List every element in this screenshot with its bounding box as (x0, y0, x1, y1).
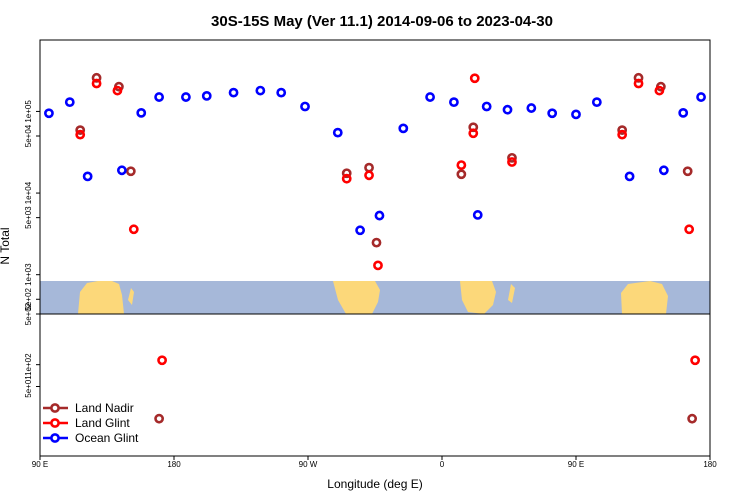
ocean-glint-point (116, 165, 127, 176)
land-africa (78, 281, 124, 314)
x-tick-label: 180 (167, 460, 181, 469)
land-madagascar-2 (508, 284, 515, 303)
land-nadir-point (341, 168, 352, 179)
ocean-glint-point (481, 101, 492, 112)
ocean-glint-point (425, 92, 435, 102)
land-glint-point (128, 224, 139, 235)
land-glint-point (112, 85, 123, 96)
ocean-glint-point (472, 210, 483, 220)
ocean-glint-point (591, 97, 602, 108)
land-madagascar (128, 288, 134, 305)
ocean-glint-point (181, 92, 191, 102)
y-tick-label: 5e+04 (24, 124, 33, 147)
land-nadir-point (125, 166, 136, 177)
y-tick-label: 1e+05 (24, 100, 33, 123)
land-glint-point (507, 157, 517, 167)
land-glint-point (633, 78, 644, 89)
land-glint-point (617, 129, 628, 140)
land-glint-point (469, 73, 480, 84)
axes: 90 E 180 90 W 0 90 E 1805e+021e+035e+031e+045… (24, 100, 717, 469)
ocean-glint-point (136, 107, 147, 118)
ocean-glint-point (678, 107, 689, 118)
data-points (44, 72, 706, 424)
land-glint-point (75, 129, 86, 140)
land-nadir-point (682, 166, 693, 177)
land-glint-point (341, 173, 352, 184)
ocean-glint-point (502, 104, 513, 115)
y-tick-label: 1e+04 (24, 181, 33, 204)
land-nadir-point (617, 125, 628, 136)
ocean-glint-point (64, 97, 75, 108)
land-glint-point (690, 355, 701, 366)
land-glint-point (157, 355, 167, 366)
ocean-glint-point (374, 210, 385, 221)
chart-title: 30S-15S May (Ver 11.1) 2014-09-06 to 202… (211, 13, 553, 30)
ocean-glint-point (276, 87, 287, 98)
y-tick-label: 5e+03 (24, 206, 33, 229)
y-axis-label: N Total (0, 227, 12, 264)
y-tick-label: 5e+02 (24, 287, 33, 310)
land-nadir-point (633, 72, 644, 83)
land-glint-point (654, 85, 665, 96)
land-nadir-point (687, 413, 698, 424)
ocean-glint-point (571, 109, 581, 120)
ocean-glint-point (526, 103, 537, 113)
land-nadir-point (75, 125, 86, 136)
ocean-glint-point (154, 92, 165, 102)
land-glint-point (456, 160, 467, 171)
land-glint-point (364, 170, 374, 181)
land-south-america (333, 281, 380, 314)
ocean-glint-legend-marker (50, 433, 60, 443)
land-glint-legend-marker (50, 418, 60, 428)
ocean-glint-point (398, 123, 409, 134)
land-africa-2 (460, 281, 496, 314)
land-glint-point (91, 78, 102, 89)
x-tick-label: 90 W (299, 460, 318, 469)
land-nadir-point (91, 72, 102, 83)
land-nadir-legend-label: Land Nadir (75, 401, 134, 415)
land-glint-legend-label: Land Glint (75, 416, 130, 430)
x-tick-label: 90 E (568, 460, 584, 469)
ocean-glint-point (44, 108, 54, 119)
background-map (40, 281, 710, 314)
y-tick-label: 5e+01 (24, 375, 33, 398)
ocean-glint-point (300, 101, 310, 112)
x-axis-label: Longitude (deg E) (327, 477, 422, 491)
land-nadir-point (154, 413, 165, 424)
ocean-glint-point (82, 171, 93, 182)
ocean-glint-point (332, 127, 343, 138)
x-tick-label: 90 E (32, 460, 48, 469)
bottom-panel-frame (39, 313, 711, 457)
x-tick-label: 180 (703, 460, 717, 469)
ocean-glint-point (449, 97, 459, 108)
land-australia (621, 281, 668, 314)
ocean-glint-point (624, 171, 635, 182)
land-nadir-point (507, 152, 517, 163)
land-nadir-point (371, 237, 382, 248)
ocean-glint-point (201, 90, 212, 101)
land-glint-point (468, 128, 479, 139)
top-panel-frame (39, 39, 711, 315)
ocean-glint-point (228, 87, 239, 98)
y-tick-label: 5e+02 (24, 302, 33, 325)
ocean-glint-legend-label: Ocean Glint (75, 431, 139, 445)
land-glint-point (373, 260, 383, 271)
land-glint-point (684, 224, 695, 235)
x-tick-label: 0 (440, 460, 445, 469)
ocean-glint-point (355, 225, 366, 236)
ocean-glint-point (658, 165, 669, 176)
ocean-glint-point (696, 92, 706, 102)
land-nadir-point (456, 169, 467, 180)
y-tick-label: 1e+02 (24, 353, 33, 376)
land-nadir-legend-marker (50, 403, 60, 413)
y-tick-label: 1e+03 (24, 263, 33, 286)
ocean-glint-point (255, 85, 266, 96)
land-nadir-point (364, 162, 374, 173)
ocean-glint-point (547, 108, 558, 119)
